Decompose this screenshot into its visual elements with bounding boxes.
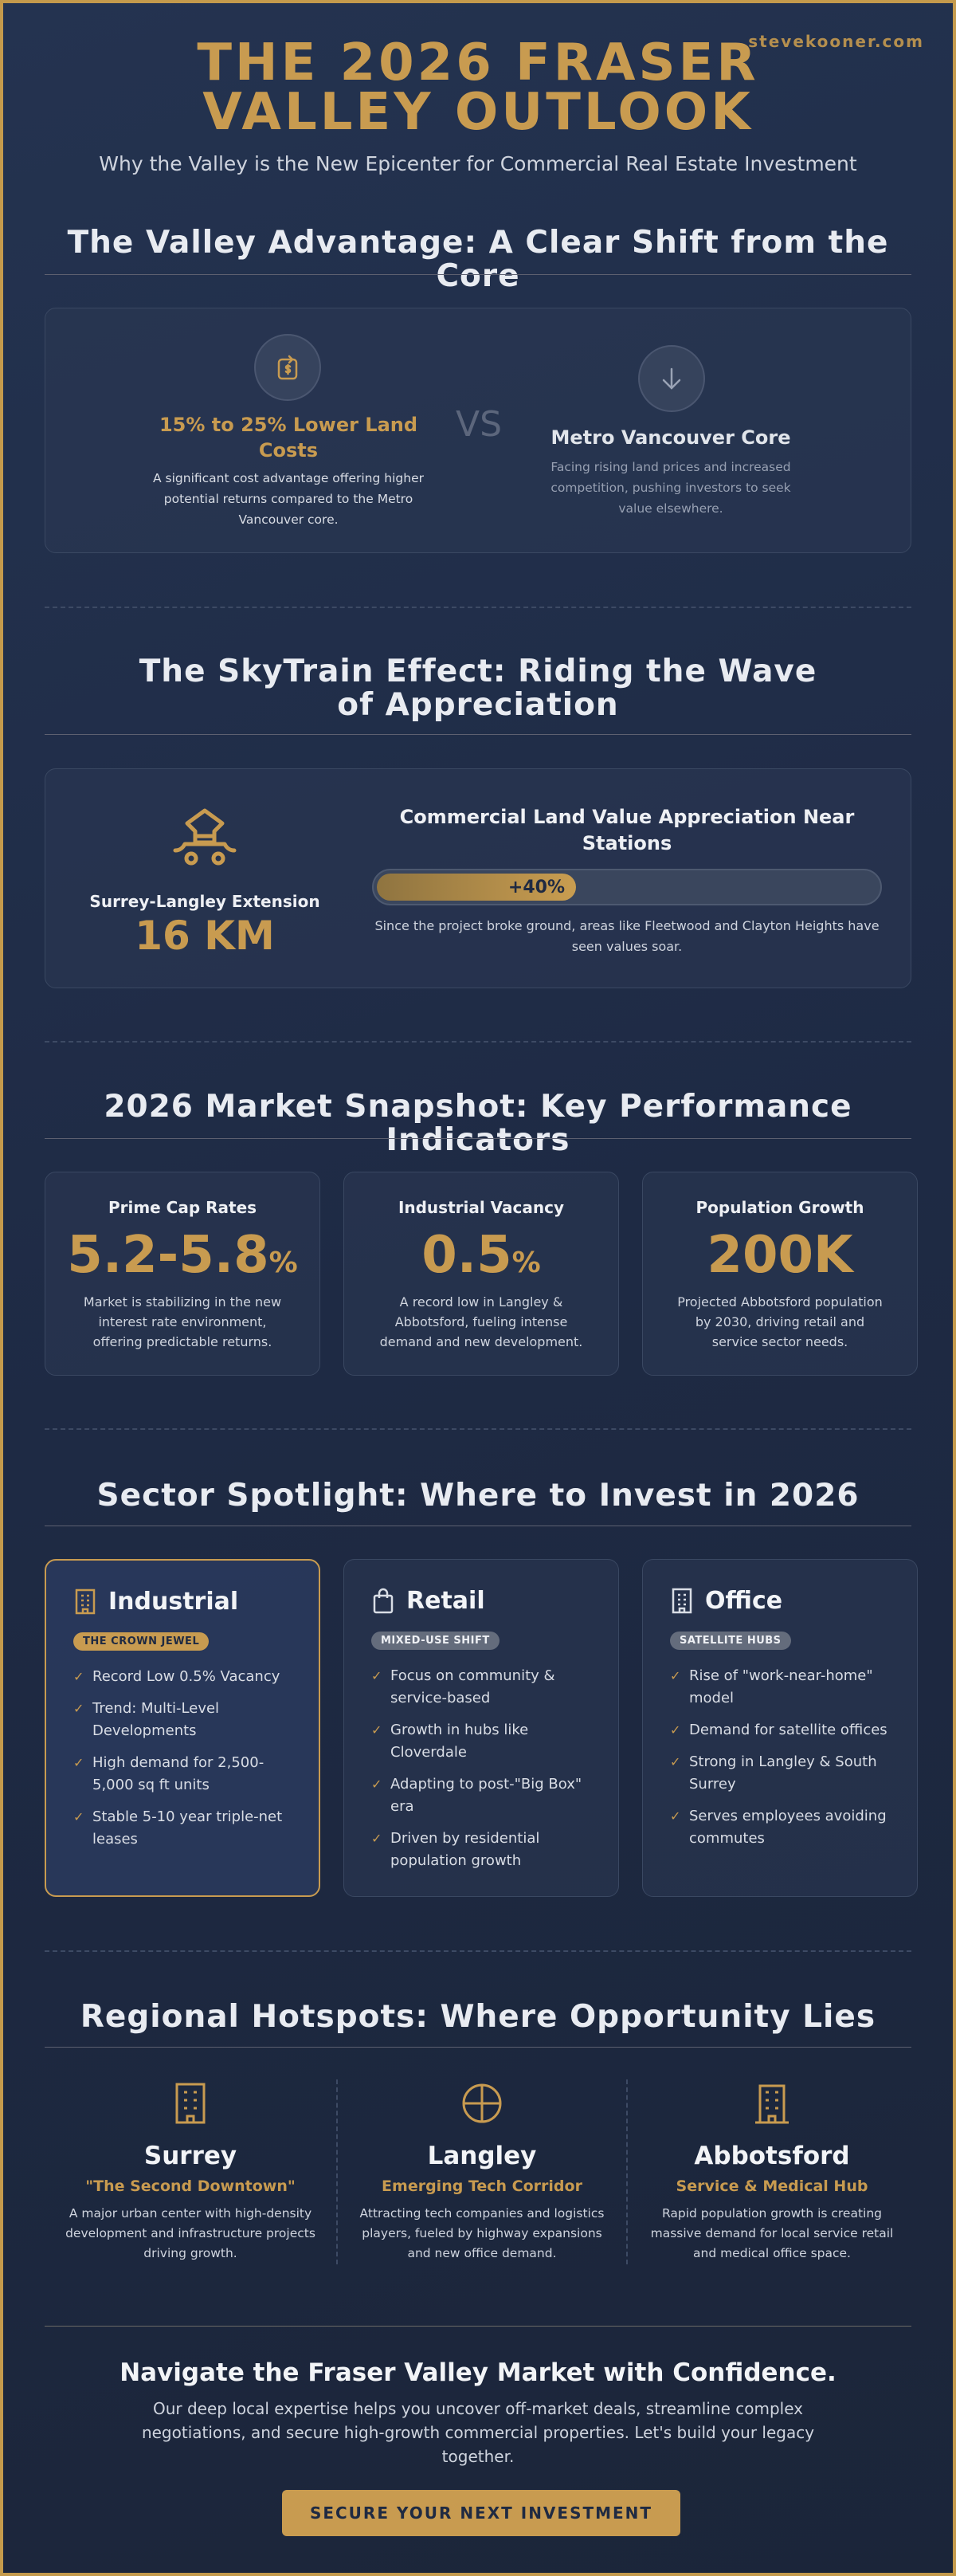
sector-badge: MIXED-USE SHIFT [371,1632,500,1650]
section-heading: Regional Hotspots: Where Opportunity Lie… [80,1999,876,2035]
arrow-icon [638,345,705,412]
kpi-label: Population Growth [695,1198,864,1217]
kpi-text: A record low in Langley & Abbotsford, fu… [379,1294,583,1349]
section-heading: The SkyTrain Effect: Riding the Wave of … [139,654,817,723]
cta-button[interactable]: SECURE YOUR NEXT INVESTMENT [282,2490,680,2536]
kpi-number: 200K [707,1226,853,1285]
kpi-label: Prime Cap Rates [108,1198,257,1217]
skytrain-distance: 16 KM [135,913,275,959]
kpi-unit: % [511,1247,541,1279]
kpi-card: Industrial Vacancy 0.5% A record low in La… [343,1172,619,1376]
hotspot-text: Rapid population growth is creating mass… [650,2206,894,2260]
hotspot-tagline: Emerging Tech Corridor [382,2177,582,2195]
sector-item: Focus on community & service-based [371,1665,599,1710]
hotspot-text: Attracting tech companies and logistics … [359,2206,605,2260]
sector-item: Growth in hubs like Cloverdale [371,1719,599,1764]
section-heading: 2026 Market Snapshot: Key Performance In… [104,1089,852,1158]
skytrain-card: Surrey-Langley Extension 16 KM Commercia… [45,768,911,988]
divider [45,734,911,735]
sector-list: Rise of "work-near-home" model Demand for… [670,1665,898,1859]
divider [45,274,911,275]
sector-card: Retail MIXED-USE SHIFT Focus on community … [343,1559,619,1897]
kpi-card: Population Growth 200K Projected Abbotsfor… [642,1172,918,1376]
sector-item: High demand for 2,500-5,000 sq ft units [73,1752,300,1797]
advantage-right-title: Metro Vancouver Core [550,426,791,449]
kpi-value: 5.2-5.8% [45,1223,319,1295]
kpi-unit: % [268,1247,298,1279]
kpi-label: Industrial Vacancy [398,1198,565,1217]
cta-text: Our deep local expertise helps you uncov… [141,2399,815,2466]
hotspot-icon [336,2081,628,2129]
hotspot-icon [626,2081,918,2129]
skytrain-label: Surrey-Langley Extension [89,892,320,911]
section-separator [45,1950,911,1952]
title: THE 2026 FRASER VALLEY OUTLOOK [197,33,759,142]
advantage-left-text: A significant cost advantage offering hi… [153,471,424,527]
cta-heading: Navigate the Fraser Valley Market with C… [120,2358,836,2387]
subtitle: Why the Valley is the New Epicenter for … [99,152,857,175]
divider [45,1138,911,1139]
sector-list: Focus on community & service-based Growth… [371,1665,599,1882]
kpi-text: Market is stabilizing in the new interes… [83,1294,282,1349]
kpi-card: Prime Cap Rates 5.2-5.8% Market is stabili… [45,1172,320,1376]
sector-card: Industrial THE CROWN JEWEL Record Low 0.5%… [45,1559,320,1897]
hotspot-name: Abbotsford [694,2142,850,2170]
sector-item: Demand for satellite offices [670,1719,898,1742]
sector-item: Rise of "work-near-home" model [670,1665,898,1710]
sector-card: Office SATELLITE HUBS Rise of "work-near-h… [642,1559,918,1897]
progress-fill: +40% [377,874,576,901]
train-icon [169,806,241,873]
kpi-number: 0.5 [421,1226,512,1285]
hotspot: Abbotsford Service & Medical Hub Rapid pop… [626,2079,918,2271]
sector-title: Office [705,1587,783,1615]
sector-item: Driven by residential population growth [371,1828,599,1872]
hotspot-text: A major urban center with high-density d… [65,2206,315,2260]
progress-track: +40% [372,869,882,905]
section-heading: The Valley Advantage: A Clear Shift from… [67,225,889,294]
watermark: stevekooner.com [748,32,924,51]
section-heading: Sector Spotlight: Where to Invest in 202… [96,1478,860,1514]
divider [45,2326,911,2327]
hotspot-name: Surrey [143,2142,237,2170]
advantage-right-text: Facing rising land prices and increased … [550,460,791,516]
sector-item: Trend: Multi-Level Developments [73,1698,300,1742]
hotspot-tagline: "The Second Downtown" [85,2177,296,2195]
sector-icon [73,1588,97,1618]
section-separator [45,1041,911,1043]
sector-list: Record Low 0.5% Vacancy Trend: Multi-Leve… [73,1666,300,1860]
sector-item: Strong in Langley & South Surrey [670,1751,898,1796]
hotspot-tagline: Service & Medical Hub [676,2177,868,2195]
sector-item: Stable 5-10 year triple-net leases [73,1806,300,1851]
sector-title: Retail [406,1587,485,1615]
sector-icon [670,1587,694,1617]
section-separator [45,607,911,608]
appreciation-title: Commercial Land Value Appreciation Near … [399,806,855,854]
kpi-value: 200K [643,1223,917,1287]
appreciation-text: Since the project broke ground, areas li… [374,918,880,954]
advantage-left-title: 15% to 25% Lower Land Costs [159,414,418,461]
hotspot-icon [45,2081,336,2129]
hotspot-name: Langley [427,2142,537,2170]
sector-icon [371,1587,395,1617]
sector-badge: THE CROWN JEWEL [73,1632,210,1651]
section-separator [45,1428,911,1430]
vs: VS [456,404,503,445]
hotspot: Surrey "The Second Downtown" A major urban… [45,2079,336,2271]
divider [45,2047,911,2048]
kpi-number: 5.2-5.8 [67,1226,269,1285]
kpi-value: 0.5% [344,1223,618,1295]
sector-badge: SATELLITE HUBS [670,1632,791,1650]
kpi-text: Projected Abbotsford population by 2030,… [677,1294,883,1349]
column-separator [626,2079,628,2264]
hotspot: Langley Emerging Tech Corridor Attracting … [336,2079,628,2271]
sector-item: Serves employees avoiding commutes [670,1805,898,1850]
sector-item: Record Low 0.5% Vacancy [73,1666,300,1688]
sector-title: Industrial [108,1588,239,1616]
progress-label: +40% [507,877,565,897]
sector-item: Adapting to post-"Big Box" era [371,1773,599,1818]
column-separator [336,2079,338,2264]
advantage-card: 15% to 25% Lower Land Costs A significan… [45,308,911,553]
money-icon [254,334,321,401]
